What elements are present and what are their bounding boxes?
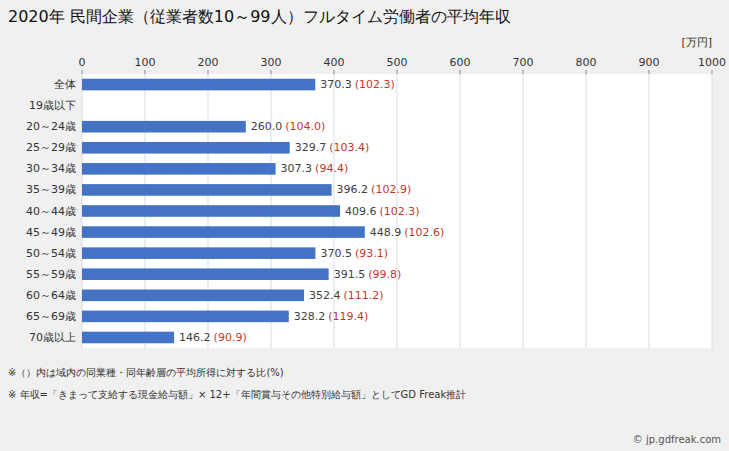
category-label: 19歳以下 [29, 99, 76, 112]
category-label: 全体 [54, 78, 76, 91]
tick [586, 70, 587, 74]
tick [649, 70, 650, 74]
watermark: © jp.gdfreak.com [633, 434, 721, 445]
tick-label: 200 [198, 56, 219, 69]
ratio-label: (104.0) [285, 120, 325, 133]
bar [82, 226, 365, 238]
bar [82, 121, 246, 133]
value-label: 307.3 [281, 162, 313, 175]
tick-label: 700 [513, 56, 534, 69]
ratio-label: (99.8) [368, 268, 401, 281]
tick [397, 70, 398, 74]
category-label: 40～44歳 [26, 205, 76, 218]
category-label: 65～69歳 [26, 310, 76, 323]
tick-label: 1000 [698, 56, 726, 69]
tick-label: 500 [387, 56, 408, 69]
category-label: 30～34歳 [26, 162, 76, 175]
bar [82, 311, 289, 323]
plot-area [82, 74, 712, 348]
category-label: 60～64歳 [26, 289, 76, 302]
ratio-label: (102.6) [404, 226, 444, 239]
tick [334, 70, 335, 74]
note: ※（）内は域内の同業種・同年齢層の平均所得に対する比(%) [8, 367, 284, 378]
bar [82, 205, 340, 217]
value-label: 260.0 [251, 120, 282, 133]
category-label: 25～29歳 [26, 141, 76, 154]
ratio-label: (94.4) [315, 162, 348, 175]
category-label: 20～24歳 [26, 120, 76, 133]
tick-label: 100 [135, 56, 156, 69]
tick [208, 70, 209, 74]
bar [82, 79, 315, 91]
data-labels: 370.3(102.3)260.0(104.0)329.7(103.4)307.… [179, 78, 444, 344]
ratio-label: (90.9) [214, 331, 247, 344]
value-label: 391.5 [334, 268, 366, 281]
bar [82, 184, 332, 196]
value-label: 448.9 [370, 226, 402, 239]
tick-label: 800 [576, 56, 597, 69]
category-label: 55～59歳 [26, 268, 76, 281]
tick [712, 70, 713, 74]
tick [271, 70, 272, 74]
grid-line [523, 74, 524, 348]
ratio-label: (102.9) [371, 183, 411, 196]
value-label: 396.2 [337, 183, 369, 196]
tick [82, 70, 83, 74]
grid-line [586, 74, 587, 348]
axis-label: [万円] [681, 36, 712, 49]
value-label: 328.2 [294, 310, 326, 323]
bar [82, 268, 329, 280]
ratio-label: (111.2) [344, 289, 384, 302]
tick-label: 300 [261, 56, 282, 69]
grid [82, 74, 712, 348]
tick-label: 900 [639, 56, 660, 69]
category-label: 45～49歳 [26, 226, 76, 239]
category-label: 35～39歳 [26, 183, 76, 196]
ratio-label: (103.4) [329, 141, 369, 154]
bars [82, 79, 365, 344]
title: 2020年 民間企業（従業者数10～99人）フルタイム労働者の平均年収 [8, 7, 511, 26]
background [0, 0, 729, 451]
grid-line [712, 74, 713, 348]
tick-label: 600 [450, 56, 471, 69]
tick [145, 70, 146, 74]
tick [523, 70, 524, 74]
tick [460, 70, 461, 74]
bar [82, 100, 83, 112]
bar [82, 247, 315, 259]
value-label: 146.2 [179, 331, 211, 344]
bar [82, 142, 290, 154]
ratio-label: (93.1) [355, 247, 388, 260]
ratio-label: (102.3) [380, 205, 420, 218]
value-label: 329.7 [295, 141, 327, 154]
bar [82, 163, 276, 175]
ratio-label: (102.3) [355, 78, 395, 91]
bar [82, 332, 174, 344]
value-label: 370.3 [320, 78, 352, 91]
note: ※ 年収=「きまって支給する現金給与額」× 12+「年間賞与その他特別給与額」と… [8, 389, 466, 400]
category-label: 50～54歳 [26, 247, 76, 260]
value-label: 409.6 [345, 205, 377, 218]
category-label: 70歳以上 [29, 331, 76, 344]
tick-label: 400 [324, 56, 345, 69]
grid-line [460, 74, 461, 348]
value-label: 370.5 [320, 247, 352, 260]
ratio-label: (119.4) [328, 310, 368, 323]
chart: 2020年 民間企業（従業者数10～99人）フルタイム労働者の平均年収 [万円] 0… [0, 0, 729, 451]
grid-line [649, 74, 650, 348]
bar [82, 290, 304, 302]
value-label: 352.4 [309, 289, 341, 302]
tick-label: 0 [79, 56, 86, 69]
